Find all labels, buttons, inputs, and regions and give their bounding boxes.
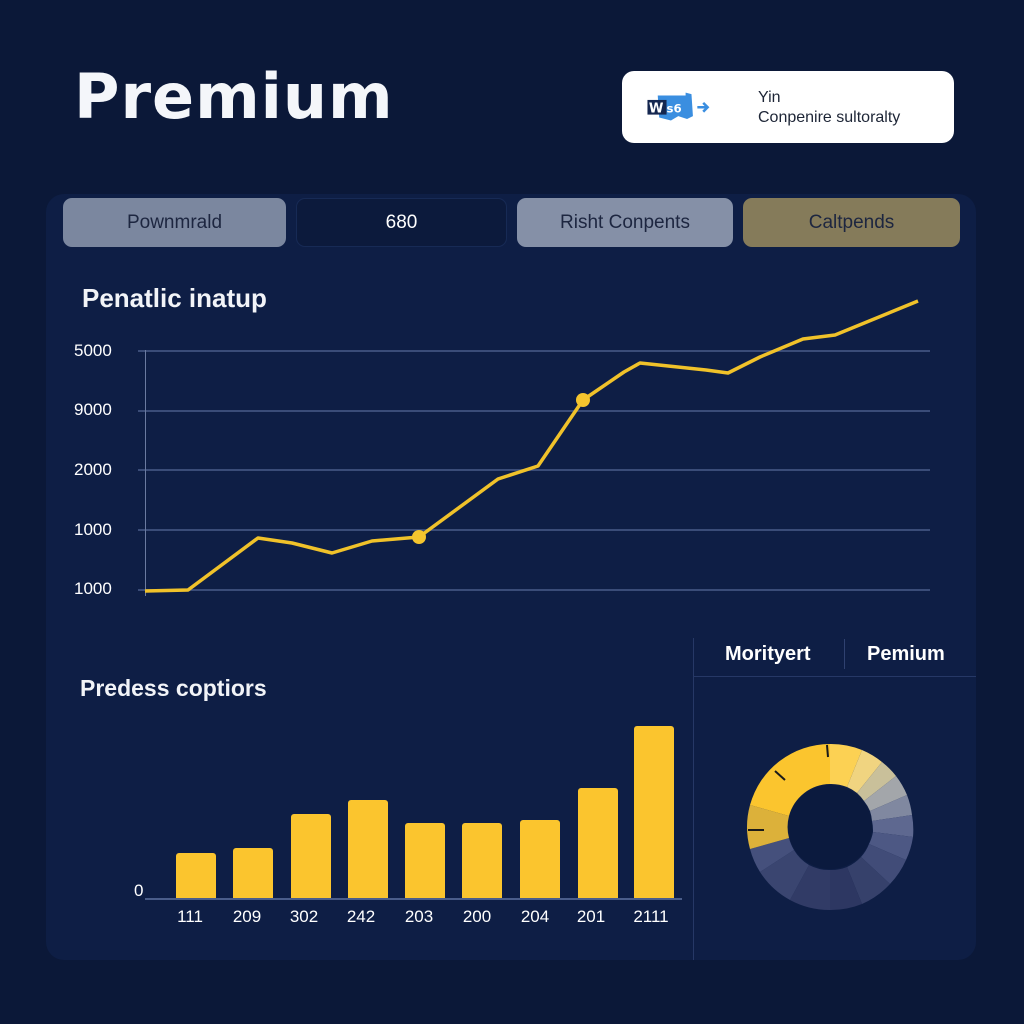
tab-risht-conpents[interactable]: Risht Conpents <box>517 198 733 247</box>
y-tick-label: 9000 <box>74 400 112 419</box>
x-tick-label: 111 <box>177 907 203 926</box>
y-axis <box>145 350 146 596</box>
data-point-marker <box>576 393 590 407</box>
x-tick-label: 201 <box>576 907 606 926</box>
page-title: Premium <box>74 60 394 133</box>
tab-morityert[interactable]: Morityert <box>725 643 811 665</box>
x-tick-label: 209 <box>232 907 262 926</box>
notification-title: Yin <box>758 89 781 106</box>
y-tick-label: 5000 <box>74 341 112 360</box>
bar[interactable] <box>291 814 331 898</box>
bar-chart-title: Predess coptiors <box>80 675 267 701</box>
notification-card[interactable]: W s6 Yin Conpenire sultoralty <box>622 71 954 143</box>
ws6-app-logo-icon: W s6 <box>647 92 710 121</box>
bar[interactable] <box>233 848 273 898</box>
x-axis <box>145 898 682 900</box>
bar[interactable] <box>578 788 618 898</box>
grid-line <box>138 410 930 412</box>
grid-line <box>138 469 930 471</box>
grid-line <box>138 350 930 352</box>
y-zero-label: 0 <box>134 881 144 900</box>
panel-header-divider <box>694 676 976 677</box>
arrow-right-icon <box>697 101 710 113</box>
tab-680[interactable]: 680 <box>296 198 507 247</box>
x-tick-label: 242 <box>346 907 376 926</box>
bar[interactable] <box>634 726 674 898</box>
grid-line <box>138 529 930 531</box>
tab-separator <box>844 639 845 669</box>
x-tick-label: 204 <box>520 907 550 926</box>
x-tick-label: 203 <box>404 907 434 926</box>
svg-text:s6: s6 <box>667 101 682 115</box>
grid-line <box>138 589 930 591</box>
y-tick-label: 1000 <box>74 579 112 598</box>
panel-divider <box>693 638 694 960</box>
notification-text: Yin Conpenire sultoralty <box>758 88 900 128</box>
tab-pownmrald[interactable]: Pownmrald <box>63 198 286 247</box>
y-tick-label: 1000 <box>74 520 112 539</box>
tab-caltpends[interactable]: Caltpends <box>743 198 960 247</box>
notification-subtitle: Conpenire sultoralty <box>758 109 901 126</box>
bar[interactable] <box>348 800 388 898</box>
x-tick-label: 200 <box>462 907 492 926</box>
line-chart-title: Penatlic inatup <box>82 283 267 313</box>
x-tick-label: 2111 <box>633 907 669 926</box>
x-tick-label: 302 <box>289 907 319 926</box>
data-point-marker <box>412 530 426 544</box>
tab-pemium[interactable]: Pemium <box>867 643 945 665</box>
bar[interactable] <box>520 820 560 898</box>
bar[interactable] <box>462 823 502 898</box>
bar[interactable] <box>405 823 445 898</box>
svg-text:W: W <box>649 101 664 116</box>
bar[interactable] <box>176 853 216 898</box>
y-tick-label: 2000 <box>74 460 112 479</box>
